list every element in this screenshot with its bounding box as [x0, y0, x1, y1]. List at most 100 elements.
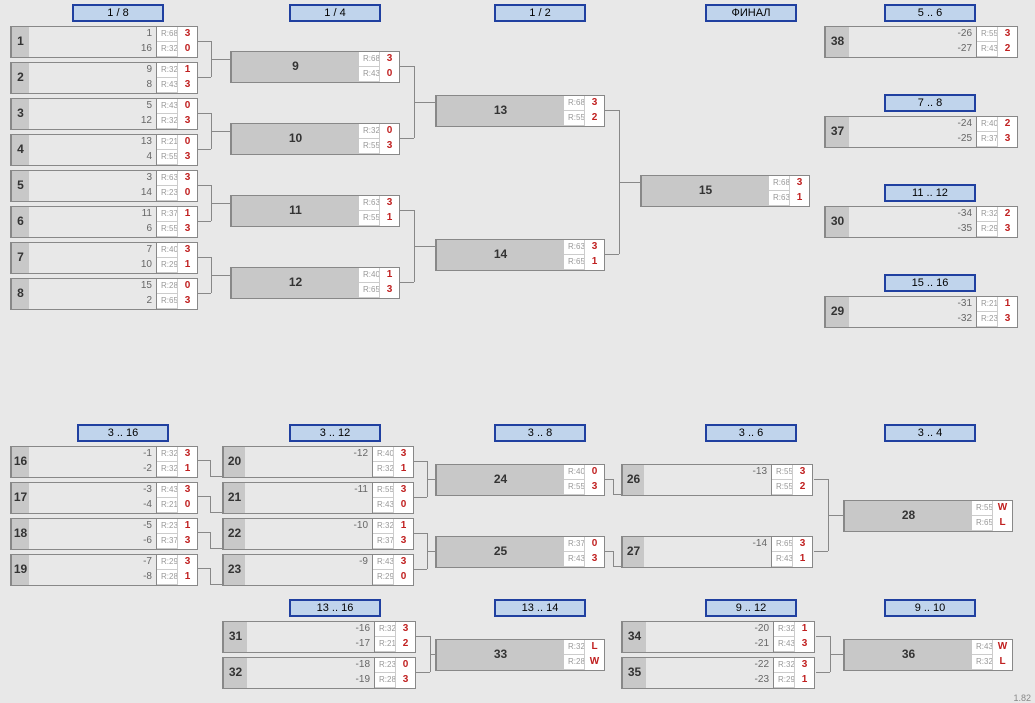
player-name: Руденко КR:437	[774, 637, 794, 652]
player-name: Сидоров ДR:633	[359, 196, 379, 211]
player-name: Грозовский ТR:281	[564, 655, 584, 670]
score: 3	[177, 171, 197, 186]
score: 3	[997, 312, 1017, 327]
match-28: Савенко АR:559W28Дементьев АR:656L	[843, 500, 1013, 532]
seed: 9	[29, 63, 157, 78]
score: 1	[789, 191, 809, 206]
seed	[644, 480, 772, 495]
score: 3	[584, 240, 604, 255]
player-name: Савенко АR:559	[772, 465, 792, 480]
seed: -22	[646, 658, 774, 673]
match-31: -16Гуслистов ВR:323331-17Климин СR:2102	[222, 621, 416, 653]
match-id: 36	[844, 640, 972, 670]
seed: -12	[245, 447, 373, 462]
match-12: Забирник ВR:409112Дементьев АR:6563	[230, 267, 400, 299]
player-name: Руденко КR:437	[157, 483, 177, 498]
seed: -7	[29, 555, 157, 570]
seed: -11	[245, 483, 373, 498]
player-name: Сысоев СR:554	[564, 480, 584, 495]
match-id: 9	[231, 52, 359, 82]
seed: -1	[29, 447, 157, 462]
round-header: 1 / 4	[290, 5, 380, 21]
score: 2	[997, 42, 1017, 57]
match-id: 38	[825, 27, 849, 57]
match-8: 15Грозовский ТR:281082Дементьев АR:6563	[10, 278, 198, 310]
score: 2	[997, 117, 1017, 132]
player-name: Климин СR:210	[157, 498, 177, 513]
score: 1	[393, 519, 413, 534]
seed: -13	[644, 465, 772, 480]
match-id: 13	[436, 96, 564, 126]
player-name: Копытцев ВR:328	[774, 658, 794, 673]
score: W	[992, 501, 1012, 516]
match-id: 22	[223, 519, 245, 549]
player-name: Морозов АR:299	[373, 570, 393, 585]
player-name: Сысоев СR:554	[157, 222, 177, 237]
round-header: 13 .. 14	[495, 600, 585, 616]
seed: -20	[646, 622, 774, 637]
score: 0	[177, 498, 197, 513]
score: 3	[379, 196, 399, 211]
score: 3	[177, 534, 197, 549]
match-21: -11Сысоев СR:554321Руденко КR:4370	[222, 482, 414, 514]
score: 3	[177, 447, 197, 462]
match-32: -18Толкачев ДR:230032-19Грозовский ТR:28…	[222, 657, 416, 689]
match-id: 4	[11, 135, 29, 165]
seed: 4	[29, 150, 157, 165]
score: 3	[177, 222, 197, 237]
match-14: Сидоров ДR:633314Дементьев АR:6561	[435, 239, 605, 271]
match-id: 11	[231, 196, 359, 226]
match-7: 7Забирник ВR:4093710Морозов АR:2991	[10, 242, 198, 274]
player-name: Дементьев АR:656	[772, 537, 792, 552]
seed: 14	[29, 186, 157, 201]
match-id: 15	[641, 176, 769, 206]
round-header: 15 .. 16	[885, 275, 975, 291]
player-name: Нарзуков ДR:434	[373, 555, 393, 570]
match-id: 33	[436, 640, 564, 670]
match-id: 1	[11, 27, 29, 57]
score: 1	[177, 63, 197, 78]
match-id: 31	[223, 622, 247, 652]
score: 0	[379, 67, 399, 82]
score: 3	[393, 534, 413, 549]
seed: -35	[849, 222, 977, 237]
player-name: Сударев СR:322	[157, 447, 177, 462]
score: 1	[177, 519, 197, 534]
player-name: Забирник ВR:409	[359, 268, 379, 283]
seed: 16	[29, 42, 157, 57]
match-17: -3Руденко КR:437317-4Климин СR:2100	[10, 482, 198, 514]
match-5: 3Сидоров ДR:6333514Толкачев ДR:2300	[10, 170, 198, 202]
player-name: Толкачев ДR:230	[375, 658, 395, 673]
seed: -8	[29, 570, 157, 585]
score: 2	[997, 207, 1017, 222]
player-name: Сидоров ДR:633	[769, 191, 789, 206]
player-name: Толкачев ДR:230	[157, 186, 177, 201]
match-id: 5	[11, 171, 29, 201]
score: 1	[794, 673, 814, 688]
player-name: Гуслистов ВR:323	[564, 640, 584, 655]
score: 3	[393, 447, 413, 462]
match-26: -13Савенко АR:559326Сысоев СR:5542	[621, 464, 813, 496]
score: 0	[177, 42, 197, 57]
player-name: Сидоров ДR:633	[157, 171, 177, 186]
seed: -25	[849, 132, 977, 147]
seed: 12	[29, 114, 157, 129]
match-23: -9Нарзуков ДR:434323Морозов АR:2990	[222, 554, 414, 586]
seed: -21	[646, 637, 774, 652]
score: 1	[792, 552, 812, 567]
score: 3	[177, 78, 197, 93]
player-name: Сысоев СR:554	[977, 27, 997, 42]
player-name: Гуслистов ВR:323	[157, 462, 177, 477]
player-name: Дементьев АR:656	[359, 283, 379, 298]
seed: 11	[29, 207, 157, 222]
seed	[644, 552, 772, 567]
seed: -16	[247, 622, 375, 637]
player-name: Морозов АR:299	[157, 258, 177, 273]
seed: 8	[29, 78, 157, 93]
score: 3	[997, 27, 1017, 42]
score: 3	[997, 132, 1017, 147]
player-name: Копытцев ВR:328	[373, 519, 393, 534]
seed: -27	[849, 42, 977, 57]
match-29: -31Климин СR:210129-32Толкачев ДR:2303	[824, 296, 1018, 328]
score: 3	[177, 114, 197, 129]
